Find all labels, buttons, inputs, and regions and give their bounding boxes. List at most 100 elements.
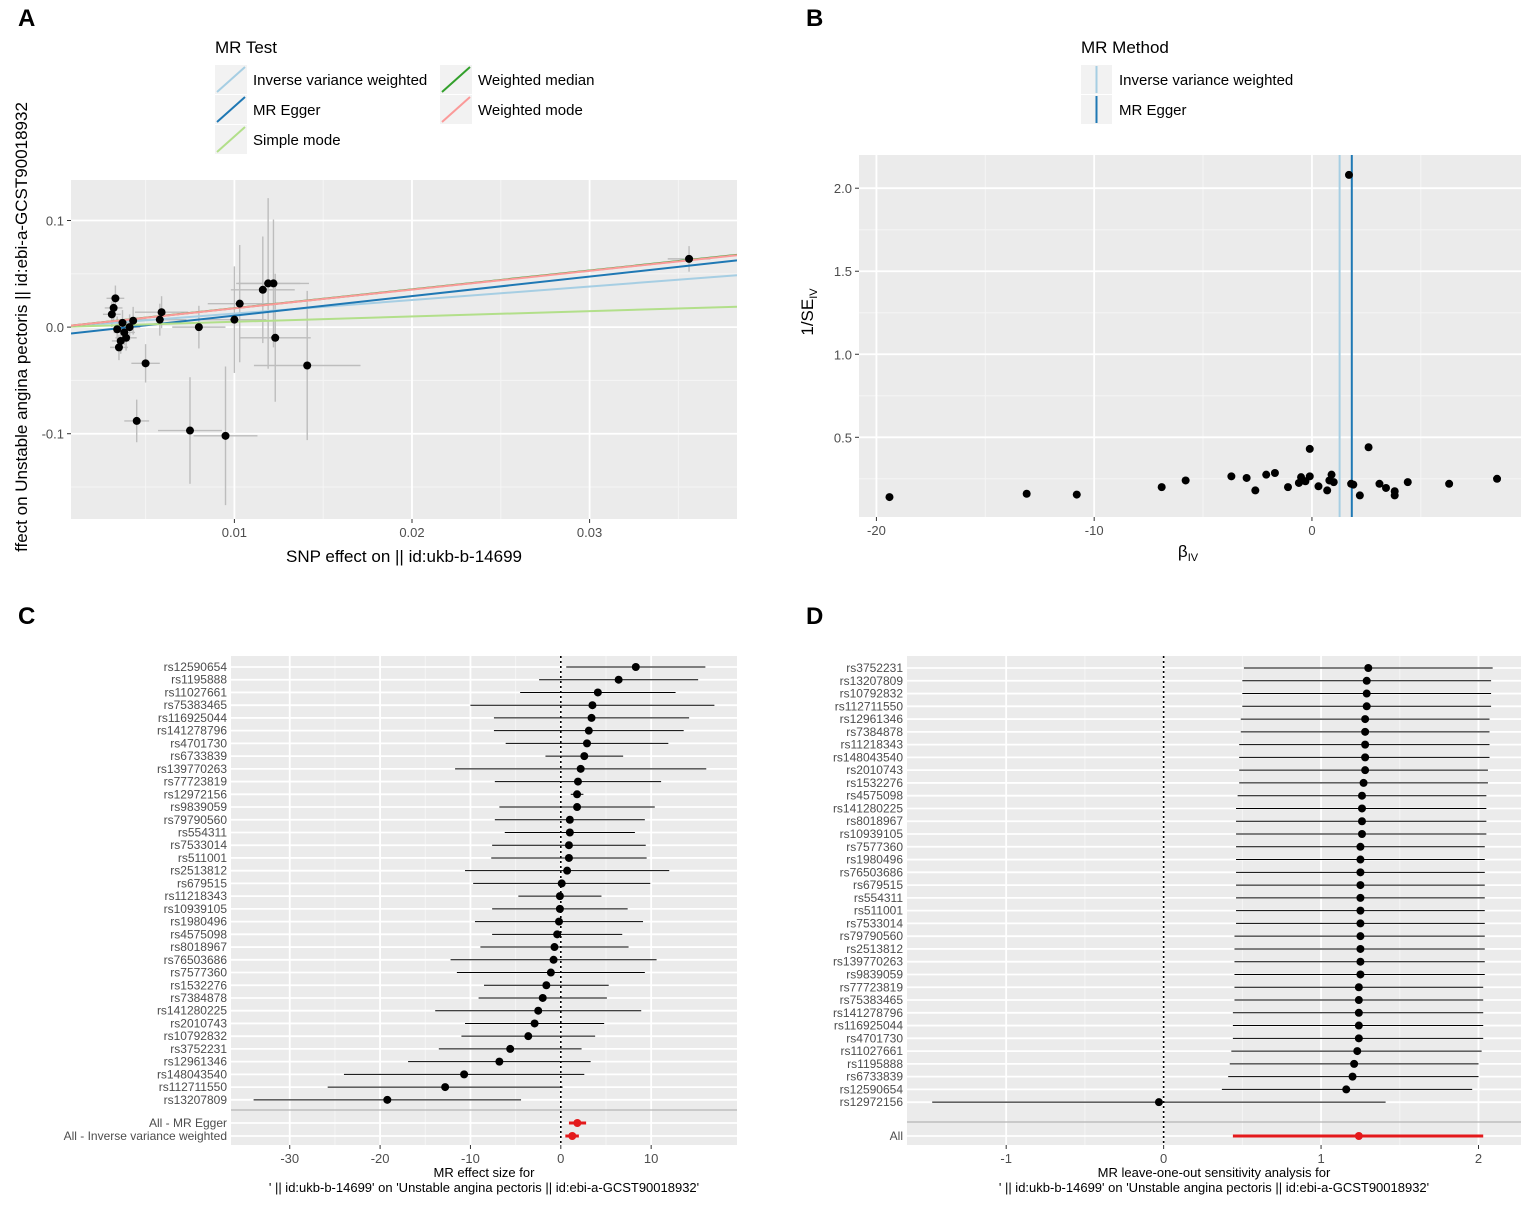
x-tick-label: 1 xyxy=(1317,1151,1324,1166)
snp-label: rs10792832 xyxy=(840,687,904,701)
snp-point xyxy=(1072,490,1081,499)
snp-label: rs1195888 xyxy=(847,1057,903,1071)
legend-label: MR Egger xyxy=(1119,102,1187,119)
snp-estimate-point xyxy=(593,688,602,697)
snp-label: rs9839059 xyxy=(170,800,227,814)
snp-point xyxy=(1022,489,1031,498)
snp-label: rs79790560 xyxy=(164,813,228,827)
panel-letter-d: D xyxy=(806,603,823,630)
snp-label: rs7384878 xyxy=(846,725,903,739)
summary-estimate-point xyxy=(573,1119,582,1127)
snp-label: rs148043540 xyxy=(157,1067,227,1081)
snp-estimate-point xyxy=(1356,842,1365,851)
panel-letter-a: A xyxy=(18,5,35,32)
y-tick-label: -0.1 xyxy=(42,427,64,442)
summary-estimate-point xyxy=(568,1132,577,1140)
y-tick-label: 1.5 xyxy=(834,264,852,279)
snp-label: rs139770263 xyxy=(833,955,903,969)
snp-label: rs679515 xyxy=(177,876,227,890)
y-tick-label: 2.0 xyxy=(834,181,852,196)
snp-estimate-point xyxy=(1348,1072,1357,1081)
regression-line xyxy=(71,274,737,328)
plot-panel xyxy=(231,656,737,1145)
x-tick-label: 10 xyxy=(644,1151,658,1166)
snp-label: rs13207809 xyxy=(840,674,904,688)
snp-point xyxy=(1157,483,1166,492)
snp-label: rs116925044 xyxy=(158,711,227,725)
snp-estimate-point xyxy=(1356,944,1365,953)
snp-estimate-point xyxy=(441,1083,450,1092)
plot-panel xyxy=(907,656,1521,1145)
snp-label: rs139770263 xyxy=(157,762,227,776)
snp-point xyxy=(1349,480,1358,489)
snp-label: rs141278796 xyxy=(157,724,227,738)
snp-point xyxy=(221,431,230,440)
snp-estimate-point xyxy=(584,726,593,735)
snp-label: rs12590654 xyxy=(840,1082,904,1096)
snp-label: rs116925044 xyxy=(834,1019,903,1033)
snp-estimate-point xyxy=(542,981,551,990)
snp-estimate-point xyxy=(1356,868,1365,877)
legend-key-line xyxy=(216,126,246,153)
snp-point xyxy=(125,323,134,332)
legend-label: Inverse variance weighted xyxy=(253,72,427,89)
snp-estimate-point xyxy=(555,892,564,901)
snp-estimate-point xyxy=(460,1070,469,1079)
snp-point xyxy=(113,325,122,334)
snp-label: rs4701730 xyxy=(846,1031,903,1045)
snp-point xyxy=(685,254,694,263)
snp-point xyxy=(132,416,141,425)
snp-estimate-point xyxy=(588,701,597,710)
snp-estimate-point xyxy=(554,917,563,926)
snp-label: rs12961346 xyxy=(840,712,904,726)
snp-point xyxy=(1493,474,1502,483)
snp-estimate-point xyxy=(553,930,562,939)
snp-label: rs2513812 xyxy=(170,864,227,878)
snp-estimate-point xyxy=(563,866,572,875)
y-axis-title-subscript: IV xyxy=(808,288,820,299)
snp-point xyxy=(155,315,164,324)
snp-point xyxy=(194,323,203,332)
legend-key-line xyxy=(216,66,246,93)
snp-label: rs1980496 xyxy=(170,915,227,929)
snp-point xyxy=(269,279,278,288)
snp-point xyxy=(141,359,150,368)
y-tick-label: 0.1 xyxy=(46,214,64,229)
snp-estimate-point xyxy=(614,675,623,684)
snp-estimate-point xyxy=(1356,906,1365,915)
snp-estimate-point xyxy=(1354,1008,1363,1017)
y-tick-label: 0.0 xyxy=(46,320,64,335)
snp-estimate-point xyxy=(1357,791,1366,800)
snp-point xyxy=(1344,170,1353,179)
snp-point xyxy=(185,426,194,435)
snp-estimate-point xyxy=(557,879,566,888)
snp-label: rs6733839 xyxy=(170,749,227,763)
snp-estimate-point xyxy=(1342,1085,1351,1094)
snp-point xyxy=(1283,483,1292,492)
snp-estimate-point xyxy=(1361,727,1370,736)
snp-point xyxy=(1364,443,1373,452)
snp-label: rs77723819 xyxy=(164,775,228,789)
snp-label: rs2010743 xyxy=(170,1016,227,1030)
snp-label: rs8018967 xyxy=(846,814,903,828)
snp-point xyxy=(109,303,118,312)
snp-estimate-point xyxy=(564,853,573,862)
snp-point xyxy=(1181,476,1190,485)
snp-estimate-point xyxy=(580,752,589,761)
snp-estimate-point xyxy=(1354,1021,1363,1030)
snp-label: rs679515 xyxy=(853,878,903,892)
snp-estimate-point xyxy=(573,777,582,786)
snp-label: rs76503686 xyxy=(164,953,228,967)
x-axis-title-subscript: IV xyxy=(1188,552,1199,564)
snp-estimate-point xyxy=(534,1006,543,1015)
plot-panel xyxy=(71,180,737,519)
snp-label: rs4575098 xyxy=(170,927,227,941)
snp-label: rs12590654 xyxy=(164,660,228,674)
snp-estimate-point xyxy=(550,943,559,952)
snp-label: rs6733839 xyxy=(846,1070,903,1084)
y-axis-title: 1/SE xyxy=(798,299,817,336)
panel-a-scatter-plot: MR Test Inverse variance weighted MR Egger… xyxy=(12,38,737,566)
snp-label: rs554311 xyxy=(854,891,903,905)
x-axis-title-line1: MR leave-one-out sensitivity analysis fo… xyxy=(1098,1165,1331,1180)
snp-point xyxy=(235,299,244,308)
